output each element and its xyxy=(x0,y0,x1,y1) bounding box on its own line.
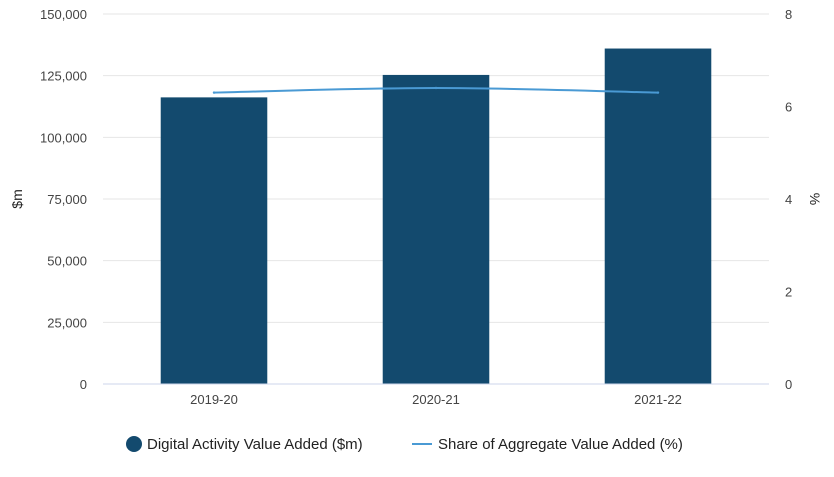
bar[interactable] xyxy=(160,97,268,384)
line-point[interactable] xyxy=(656,91,660,94)
y2-tick-label: 8 xyxy=(785,7,792,22)
y-axis-title: $m xyxy=(9,189,25,208)
line-series xyxy=(212,86,660,94)
y2-tick-label: 2 xyxy=(785,285,792,300)
x-tick-label: 2019-20 xyxy=(190,392,238,407)
legend-item-bar[interactable]: Digital Activity Value Added ($m) xyxy=(126,436,363,453)
y-tick-label: 50,000 xyxy=(47,254,87,269)
y2-tick-label: 4 xyxy=(785,192,792,207)
legend: Digital Activity Value Added ($m) Share … xyxy=(126,436,683,453)
y-tick-label: 150,000 xyxy=(40,7,87,22)
x-tick-label: 2020-21 xyxy=(412,392,460,407)
bar-series xyxy=(160,48,712,385)
y-tick-label: 75,000 xyxy=(47,192,87,207)
y-tick-label: 25,000 xyxy=(47,315,87,330)
bar[interactable] xyxy=(604,48,712,385)
line-point[interactable] xyxy=(212,91,216,94)
bar[interactable] xyxy=(382,74,490,384)
y-tick-label: 0 xyxy=(80,377,87,392)
legend-line-label: Share of Aggregate Value Added (%) xyxy=(438,436,683,453)
line-point[interactable] xyxy=(434,86,438,90)
y-tick-label: 125,000 xyxy=(40,69,87,84)
legend-bar-marker xyxy=(126,436,142,452)
y-tick-label: 100,000 xyxy=(40,130,87,145)
y2-axis-title: % xyxy=(807,193,823,205)
legend-bar-label: Digital Activity Value Added ($m) xyxy=(147,436,363,453)
x-tick-label: 2021-22 xyxy=(634,392,682,407)
axes: 0 25,000 50,000 75,000 100,000 125,000 150,000… xyxy=(40,7,792,407)
y2-tick-label: 6 xyxy=(785,100,792,115)
y2-tick-label: 0 xyxy=(785,377,792,392)
legend-item-line[interactable]: Share of Aggregate Value Added (%) xyxy=(412,436,683,453)
